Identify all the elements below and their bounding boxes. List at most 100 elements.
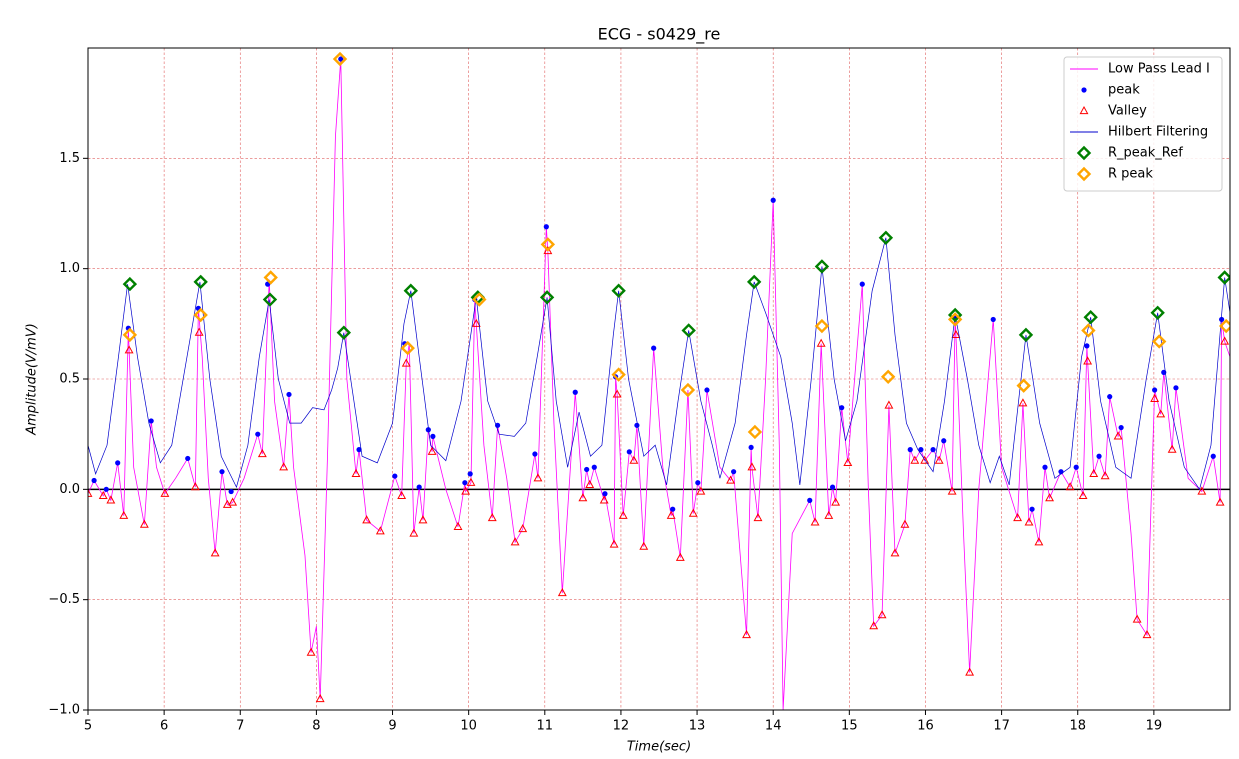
- r-peak-point: [539, 290, 555, 305]
- valley-point: [453, 521, 463, 530]
- peak-point: [91, 477, 97, 484]
- valley-point: [675, 552, 685, 561]
- r-peak-point: [1150, 305, 1165, 320]
- legend: Low Pass Lead I peak Valley Hilbert Filteri…: [1063, 56, 1223, 192]
- peak-point: [1096, 453, 1102, 459]
- x-tick-label: 11: [537, 719, 554, 734]
- valley-point: [557, 588, 567, 597]
- peak-point: [829, 484, 836, 490]
- x-tick-label: 12: [613, 719, 630, 734]
- y-tick-label: −1.0: [48, 703, 80, 718]
- valley-point: [418, 515, 428, 524]
- valley-point: [1078, 490, 1088, 500]
- r-peak-point: [814, 318, 830, 334]
- valley-point: [947, 486, 957, 495]
- valley-point: [1113, 431, 1123, 440]
- valley-point: [397, 490, 407, 500]
- valley-point: [279, 462, 289, 471]
- r-peak-point: [1083, 310, 1098, 325]
- valley-point: [688, 508, 698, 517]
- r-peak-point: [947, 307, 963, 323]
- series-line: [88, 59, 1230, 710]
- legend-label: Valley: [1108, 104, 1147, 119]
- valley-point: [124, 345, 134, 354]
- x-tick-label: 17: [993, 719, 1010, 734]
- peak-point: [731, 469, 737, 475]
- r-peak-point: [878, 230, 894, 245]
- peak-point: [941, 438, 947, 444]
- valley-point: [1018, 398, 1028, 407]
- peak-point: [704, 387, 710, 393]
- r-peak-point: [263, 270, 278, 285]
- peak-point: [651, 345, 657, 351]
- valley-point: [900, 519, 910, 528]
- valley-point: [471, 318, 481, 327]
- peak-point: [1084, 343, 1090, 349]
- peak-point: [543, 224, 549, 230]
- valley-point: [618, 510, 628, 519]
- peak-point: [572, 389, 578, 395]
- r-peak-point: [747, 424, 763, 440]
- valley-point: [599, 495, 609, 504]
- x-tick-label: 8: [312, 719, 320, 734]
- valley-point: [190, 482, 200, 491]
- r-peak-point: [611, 283, 626, 298]
- axes: 5 6 7 8 9 10 11 12 13 14 15 16 17 18 19 −1.0 −0.5 0.0 0.5 1…: [48, 47, 1231, 734]
- valley-point: [315, 693, 325, 703]
- peak-point: [807, 497, 813, 503]
- valley-point: [585, 479, 595, 489]
- valley-point: [1083, 356, 1093, 365]
- peak-point: [591, 464, 597, 470]
- valley-point: [194, 327, 204, 336]
- r-peak-point: [122, 276, 138, 292]
- valley-point: [533, 473, 543, 482]
- valley-point: [742, 629, 751, 639]
- x-tick-label: 7: [236, 719, 244, 734]
- valley-point: [510, 537, 520, 546]
- valley-point: [427, 446, 437, 455]
- peak-point: [930, 447, 936, 453]
- valley-point: [543, 245, 553, 255]
- peak-point: [626, 449, 632, 455]
- legend-label: Low Pass Lead I: [1108, 62, 1210, 77]
- valley-point: [578, 493, 588, 502]
- x-tick-label: 15: [841, 719, 858, 734]
- peak-point: [462, 480, 468, 486]
- peak-point: [584, 466, 590, 473]
- valley-point: [1034, 537, 1044, 546]
- r-peak-point: [122, 327, 138, 343]
- r-peak-point: [400, 340, 415, 356]
- r-peak-point: [1016, 378, 1031, 393]
- r-peak-point: [1081, 323, 1096, 338]
- peak-point: [918, 447, 924, 453]
- legend-swatch: [1081, 87, 1087, 93]
- peak-point: [990, 316, 996, 323]
- valley-point: [1156, 409, 1166, 418]
- valley-point: [726, 475, 736, 484]
- valley-point: [1089, 468, 1099, 477]
- peak-point: [1042, 464, 1048, 470]
- valley-point: [160, 488, 170, 497]
- y-tick-label: 1.5: [59, 151, 80, 166]
- valley-point: [612, 389, 622, 398]
- peak-point: [1152, 387, 1158, 393]
- valley-point: [843, 457, 853, 466]
- y-tick-label: 0.5: [59, 372, 80, 387]
- valley-point: [1150, 393, 1160, 402]
- valley-point: [401, 358, 411, 367]
- valley-point: [831, 497, 841, 506]
- valley-point: [409, 528, 419, 537]
- r-peak-point: [746, 274, 762, 290]
- legend-box: [1063, 56, 1223, 192]
- r-peak-point: [611, 367, 626, 382]
- valley-point: [1215, 497, 1225, 506]
- valley-point: [461, 486, 471, 495]
- legend-label: peak: [1108, 83, 1140, 98]
- valley-point: [306, 647, 316, 656]
- x-tick-label: 9: [388, 719, 396, 734]
- y-tick-label: 1.0: [59, 261, 80, 276]
- peak-point: [748, 444, 754, 451]
- valley-point: [934, 455, 944, 464]
- peak-point: [532, 451, 538, 457]
